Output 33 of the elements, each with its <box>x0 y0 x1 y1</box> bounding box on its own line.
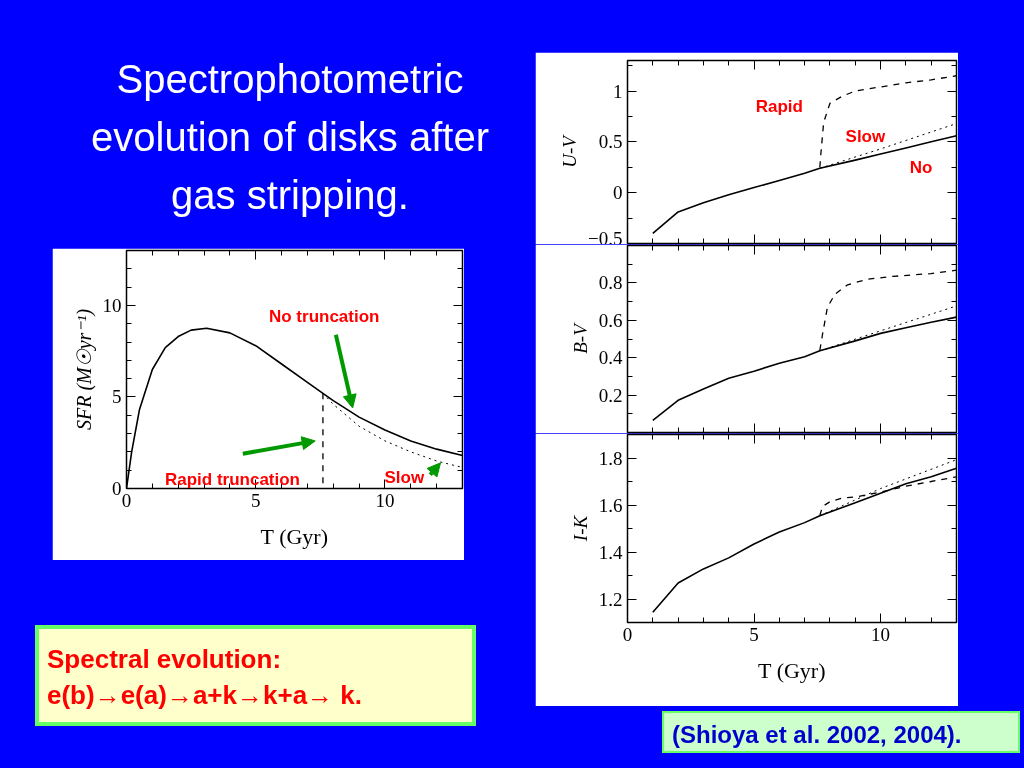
series-label: Slow <box>384 468 425 488</box>
y-tick-label: 0.4 <box>598 347 623 369</box>
y-tick-label: 0.5 <box>598 131 623 153</box>
y-tick-label: 1 <box>613 80 623 102</box>
y-axis-title: SFR (M☉yr⁻¹) <box>72 308 96 431</box>
y-axis-title: I-K <box>569 514 591 543</box>
y-tick-label: 0 <box>613 182 623 204</box>
y-tick-label: 5 <box>112 386 122 408</box>
y-tick-label: 0.2 <box>598 384 623 406</box>
text: (Shioya et al. 2002, 2004). <box>672 720 962 750</box>
y-axis-title: U-V <box>559 133 581 168</box>
series-label: Rapid truncation <box>164 469 300 489</box>
series-label: Slow <box>845 127 886 147</box>
x-tick-label: 10 <box>375 489 395 511</box>
series-label: No truncation <box>268 306 380 326</box>
y-tick-label: −0.5 <box>588 227 623 249</box>
y-tick-label: 1.8 <box>598 447 623 469</box>
legend-label: No <box>909 157 933 177</box>
x-tick-label: 5 <box>749 623 759 645</box>
y-tick-label: 1.4 <box>598 541 623 563</box>
y-tick-label: 10 <box>102 294 122 316</box>
y-tick-label: 1.6 <box>598 494 623 516</box>
y-tick-label: 0.8 <box>598 272 623 294</box>
y-tick-label: 0.6 <box>598 309 623 331</box>
chart-title: Spectrophotometric evolution of disks after gas stripping. <box>90 56 490 219</box>
x-axis-title: T (Gyr) <box>758 657 826 683</box>
x-axis-title: T (Gyr) <box>260 523 329 549</box>
series-label: Rapid <box>755 96 803 116</box>
y-tick-label: 1.2 <box>598 588 623 610</box>
y-axis-title: B-V <box>569 321 591 354</box>
text: Spectral evolution: e(b)→e(a)→a+k→k+a→ k. <box>47 643 363 712</box>
x-tick-label: 10 <box>871 623 891 645</box>
x-tick-label: 5 <box>250 489 261 511</box>
